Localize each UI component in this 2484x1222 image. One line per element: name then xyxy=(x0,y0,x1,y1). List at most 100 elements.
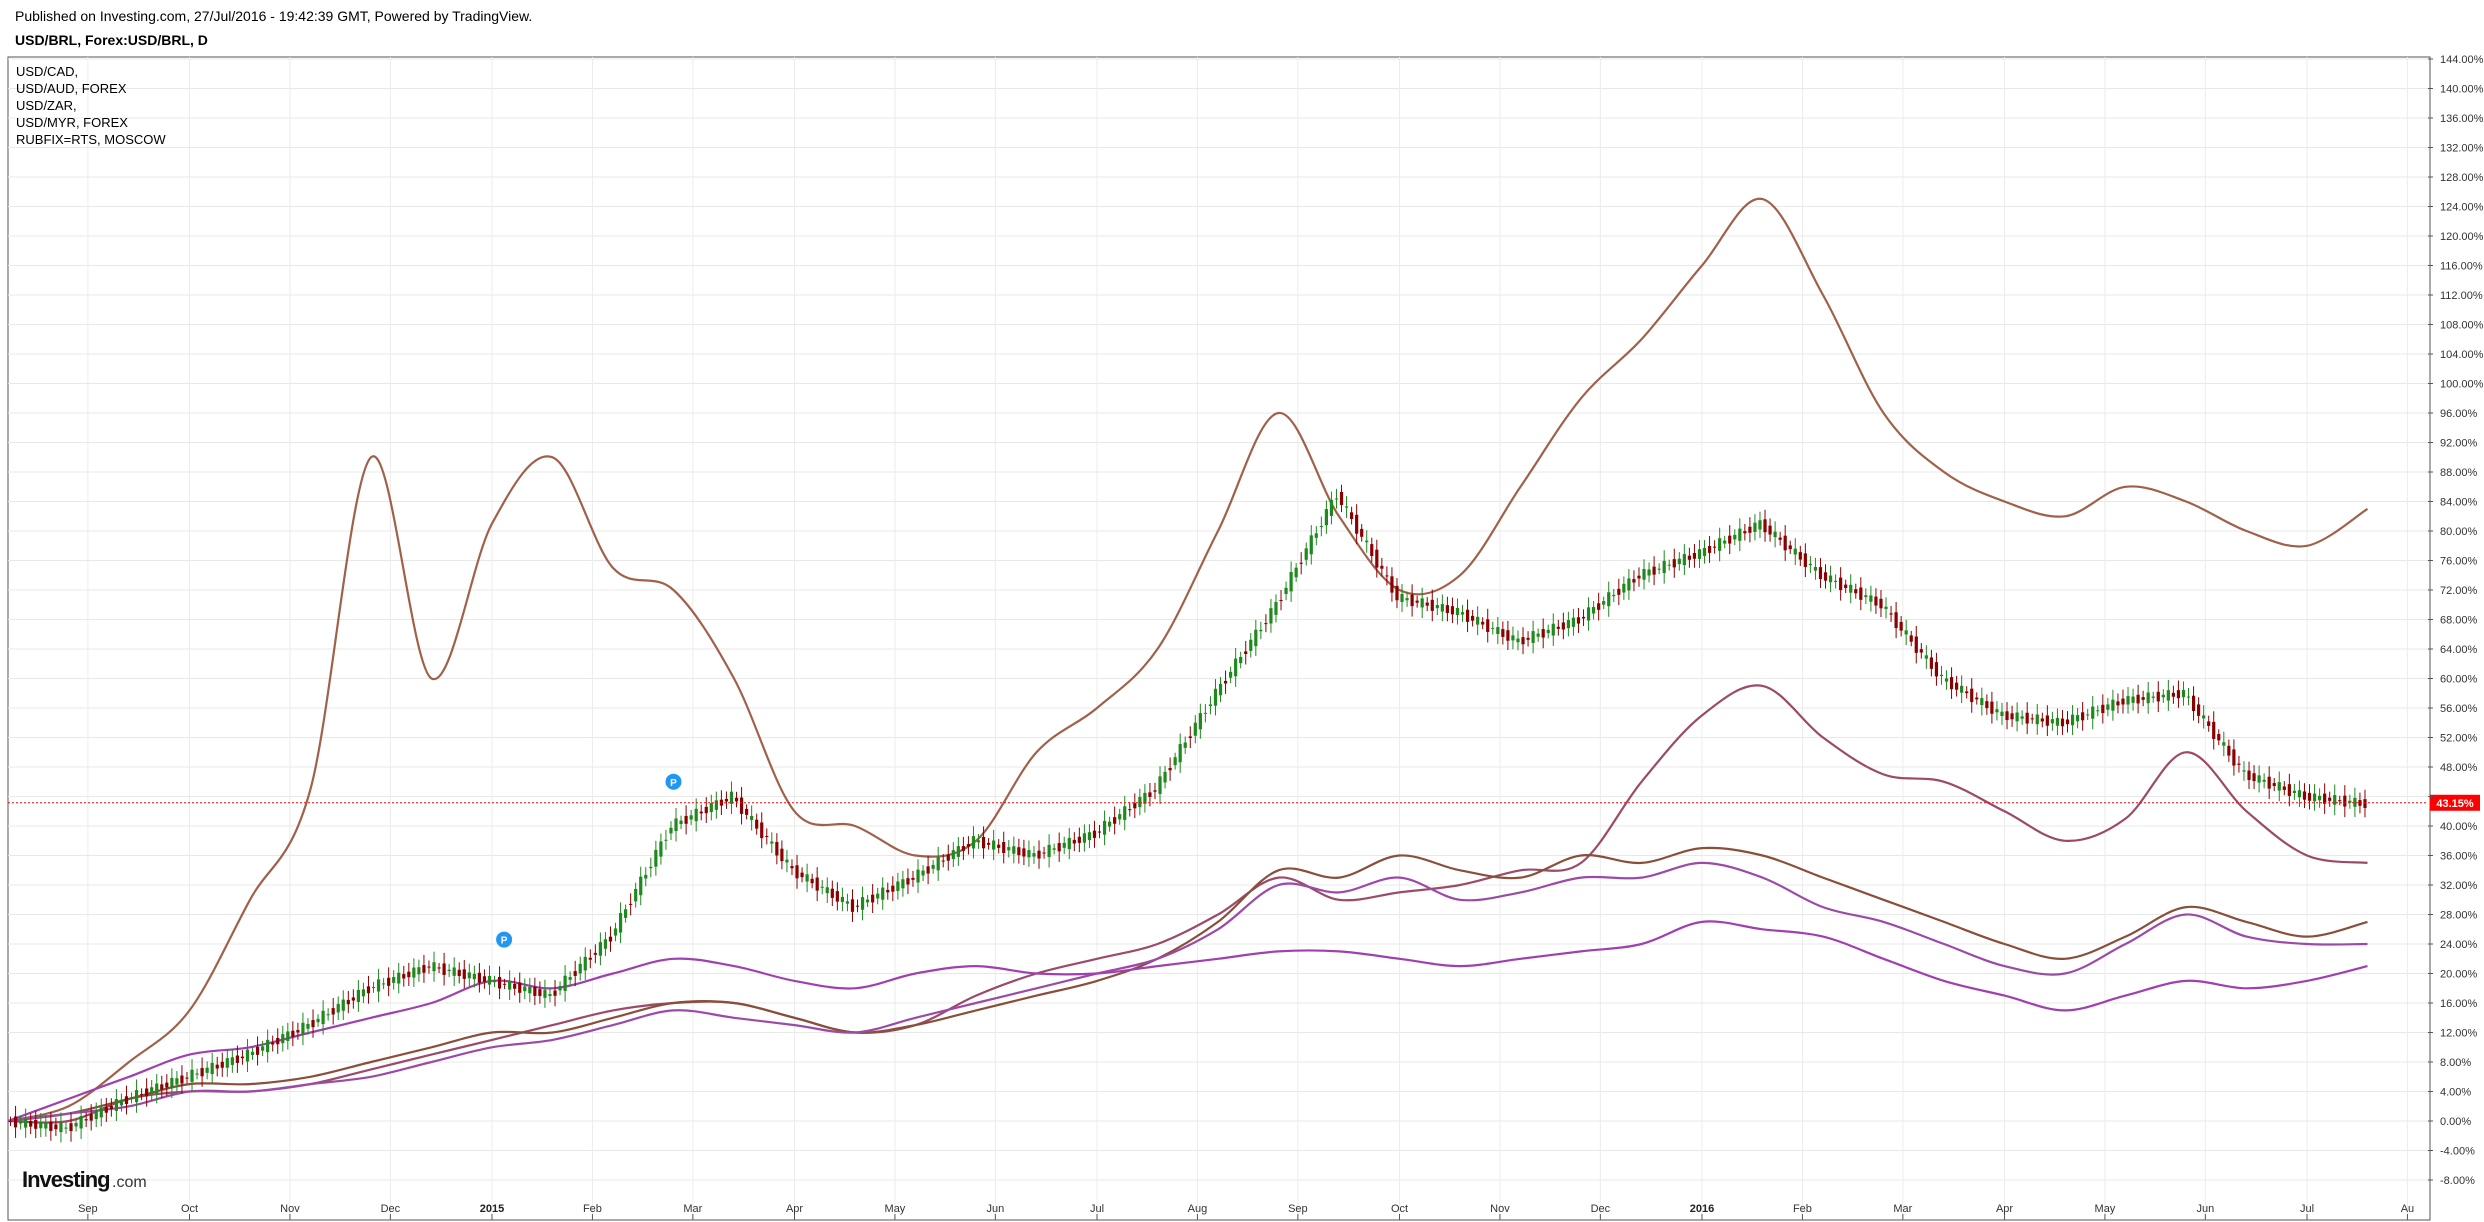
candle[interactable] xyxy=(1692,544,1697,568)
candle[interactable] xyxy=(538,981,542,1004)
candle[interactable] xyxy=(296,1022,300,1040)
candle[interactable] xyxy=(160,1075,164,1099)
candle[interactable] xyxy=(2257,765,2261,793)
candle[interactable] xyxy=(941,854,945,868)
candle[interactable] xyxy=(387,967,391,997)
candle[interactable] xyxy=(1561,612,1565,640)
candle[interactable] xyxy=(1062,836,1066,855)
candle[interactable] xyxy=(936,846,940,881)
candle[interactable] xyxy=(961,836,965,860)
candle[interactable] xyxy=(2176,680,2181,708)
candle[interactable] xyxy=(2000,702,2004,725)
candle[interactable] xyxy=(1607,581,1611,617)
candle[interactable] xyxy=(1597,592,1601,621)
candle[interactable] xyxy=(563,965,567,1002)
candle[interactable] xyxy=(2242,761,2246,781)
candle[interactable] xyxy=(2025,702,2029,735)
candle[interactable] xyxy=(1460,604,1465,622)
candle[interactable] xyxy=(497,966,502,1000)
candle[interactable] xyxy=(886,882,890,900)
candle[interactable] xyxy=(2111,689,2115,721)
candle[interactable] xyxy=(2282,781,2286,796)
candle[interactable] xyxy=(916,859,920,893)
candle[interactable] xyxy=(271,1035,275,1052)
candle[interactable] xyxy=(1672,548,1676,578)
candle[interactable] xyxy=(1511,626,1515,650)
candle[interactable] xyxy=(1541,618,1545,649)
candle[interactable] xyxy=(1153,782,1157,800)
candle[interactable] xyxy=(1536,628,1540,642)
candle[interactable] xyxy=(1612,589,1616,603)
candle[interactable] xyxy=(780,840,784,870)
candle[interactable] xyxy=(8,1116,13,1127)
candle[interactable] xyxy=(281,1025,285,1052)
candle[interactable] xyxy=(1380,557,1384,577)
candle[interactable] xyxy=(1208,696,1213,715)
candle[interactable] xyxy=(1052,843,1056,855)
candle[interactable] xyxy=(1037,840,1041,869)
candle[interactable] xyxy=(1713,540,1717,554)
candle[interactable] xyxy=(2096,705,2100,717)
candle[interactable] xyxy=(1506,620,1510,651)
candle[interactable] xyxy=(1178,733,1182,773)
candle[interactable] xyxy=(1350,506,1354,525)
candle[interactable] xyxy=(472,965,476,988)
candle[interactable] xyxy=(906,868,910,895)
candle[interactable] xyxy=(2237,755,2241,773)
candle[interactable] xyxy=(276,1028,280,1054)
candle[interactable] xyxy=(1556,619,1560,636)
candle[interactable] xyxy=(155,1074,159,1104)
candle[interactable] xyxy=(1007,839,1011,858)
candle[interactable] xyxy=(1279,589,1283,611)
candle[interactable] xyxy=(301,1012,305,1046)
candle[interactable] xyxy=(54,1117,58,1137)
candle[interactable] xyxy=(2202,705,2206,729)
candle[interactable] xyxy=(876,887,880,905)
candle[interactable] xyxy=(1723,535,1727,549)
candle[interactable] xyxy=(1360,524,1364,542)
candle[interactable] xyxy=(44,1114,48,1137)
candle[interactable] xyxy=(1491,621,1495,635)
candle[interactable] xyxy=(1738,518,1742,552)
candle[interactable] xyxy=(2171,685,2175,704)
candle[interactable] xyxy=(795,854,799,889)
candle[interactable] xyxy=(49,1111,53,1141)
candle[interactable] xyxy=(1546,624,1550,639)
candle[interactable] xyxy=(1828,565,1833,593)
candle[interactable] xyxy=(1249,633,1253,658)
candle[interactable] xyxy=(966,836,971,855)
candle[interactable] xyxy=(1123,795,1127,831)
candle[interactable] xyxy=(1102,810,1107,846)
candle[interactable] xyxy=(815,867,819,902)
candle[interactable] xyxy=(2126,686,2130,714)
candle[interactable] xyxy=(2277,771,2281,802)
candle[interactable] xyxy=(371,981,376,993)
candle[interactable] xyxy=(578,956,582,981)
candle[interactable] xyxy=(1743,523,1747,541)
candle[interactable] xyxy=(921,865,925,881)
candle[interactable] xyxy=(1622,576,1626,600)
candle[interactable] xyxy=(734,791,739,808)
candle[interactable] xyxy=(2191,686,2196,721)
candle[interactable] xyxy=(598,932,602,966)
candle[interactable] xyxy=(1223,670,1228,694)
candle[interactable] xyxy=(654,840,658,876)
candle[interactable] xyxy=(2343,785,2347,818)
candle[interactable] xyxy=(2020,710,2024,725)
candle[interactable] xyxy=(145,1078,149,1107)
candle[interactable] xyxy=(1849,574,1853,604)
candle[interactable] xyxy=(1118,808,1122,825)
candle[interactable] xyxy=(543,979,547,1008)
candle[interactable] xyxy=(2065,711,2070,733)
candle[interactable] xyxy=(1869,585,1873,612)
candle[interactable] xyxy=(1995,701,1999,721)
candle[interactable] xyxy=(306,1018,310,1035)
candle[interactable] xyxy=(1334,488,1339,509)
candle[interactable] xyxy=(2121,689,2125,714)
candle[interactable] xyxy=(185,1072,189,1084)
candle[interactable] xyxy=(2287,773,2291,807)
candle[interactable] xyxy=(1687,547,1691,568)
candle[interactable] xyxy=(457,962,461,984)
candle[interactable] xyxy=(1919,643,1923,659)
candle[interactable] xyxy=(1128,802,1132,817)
